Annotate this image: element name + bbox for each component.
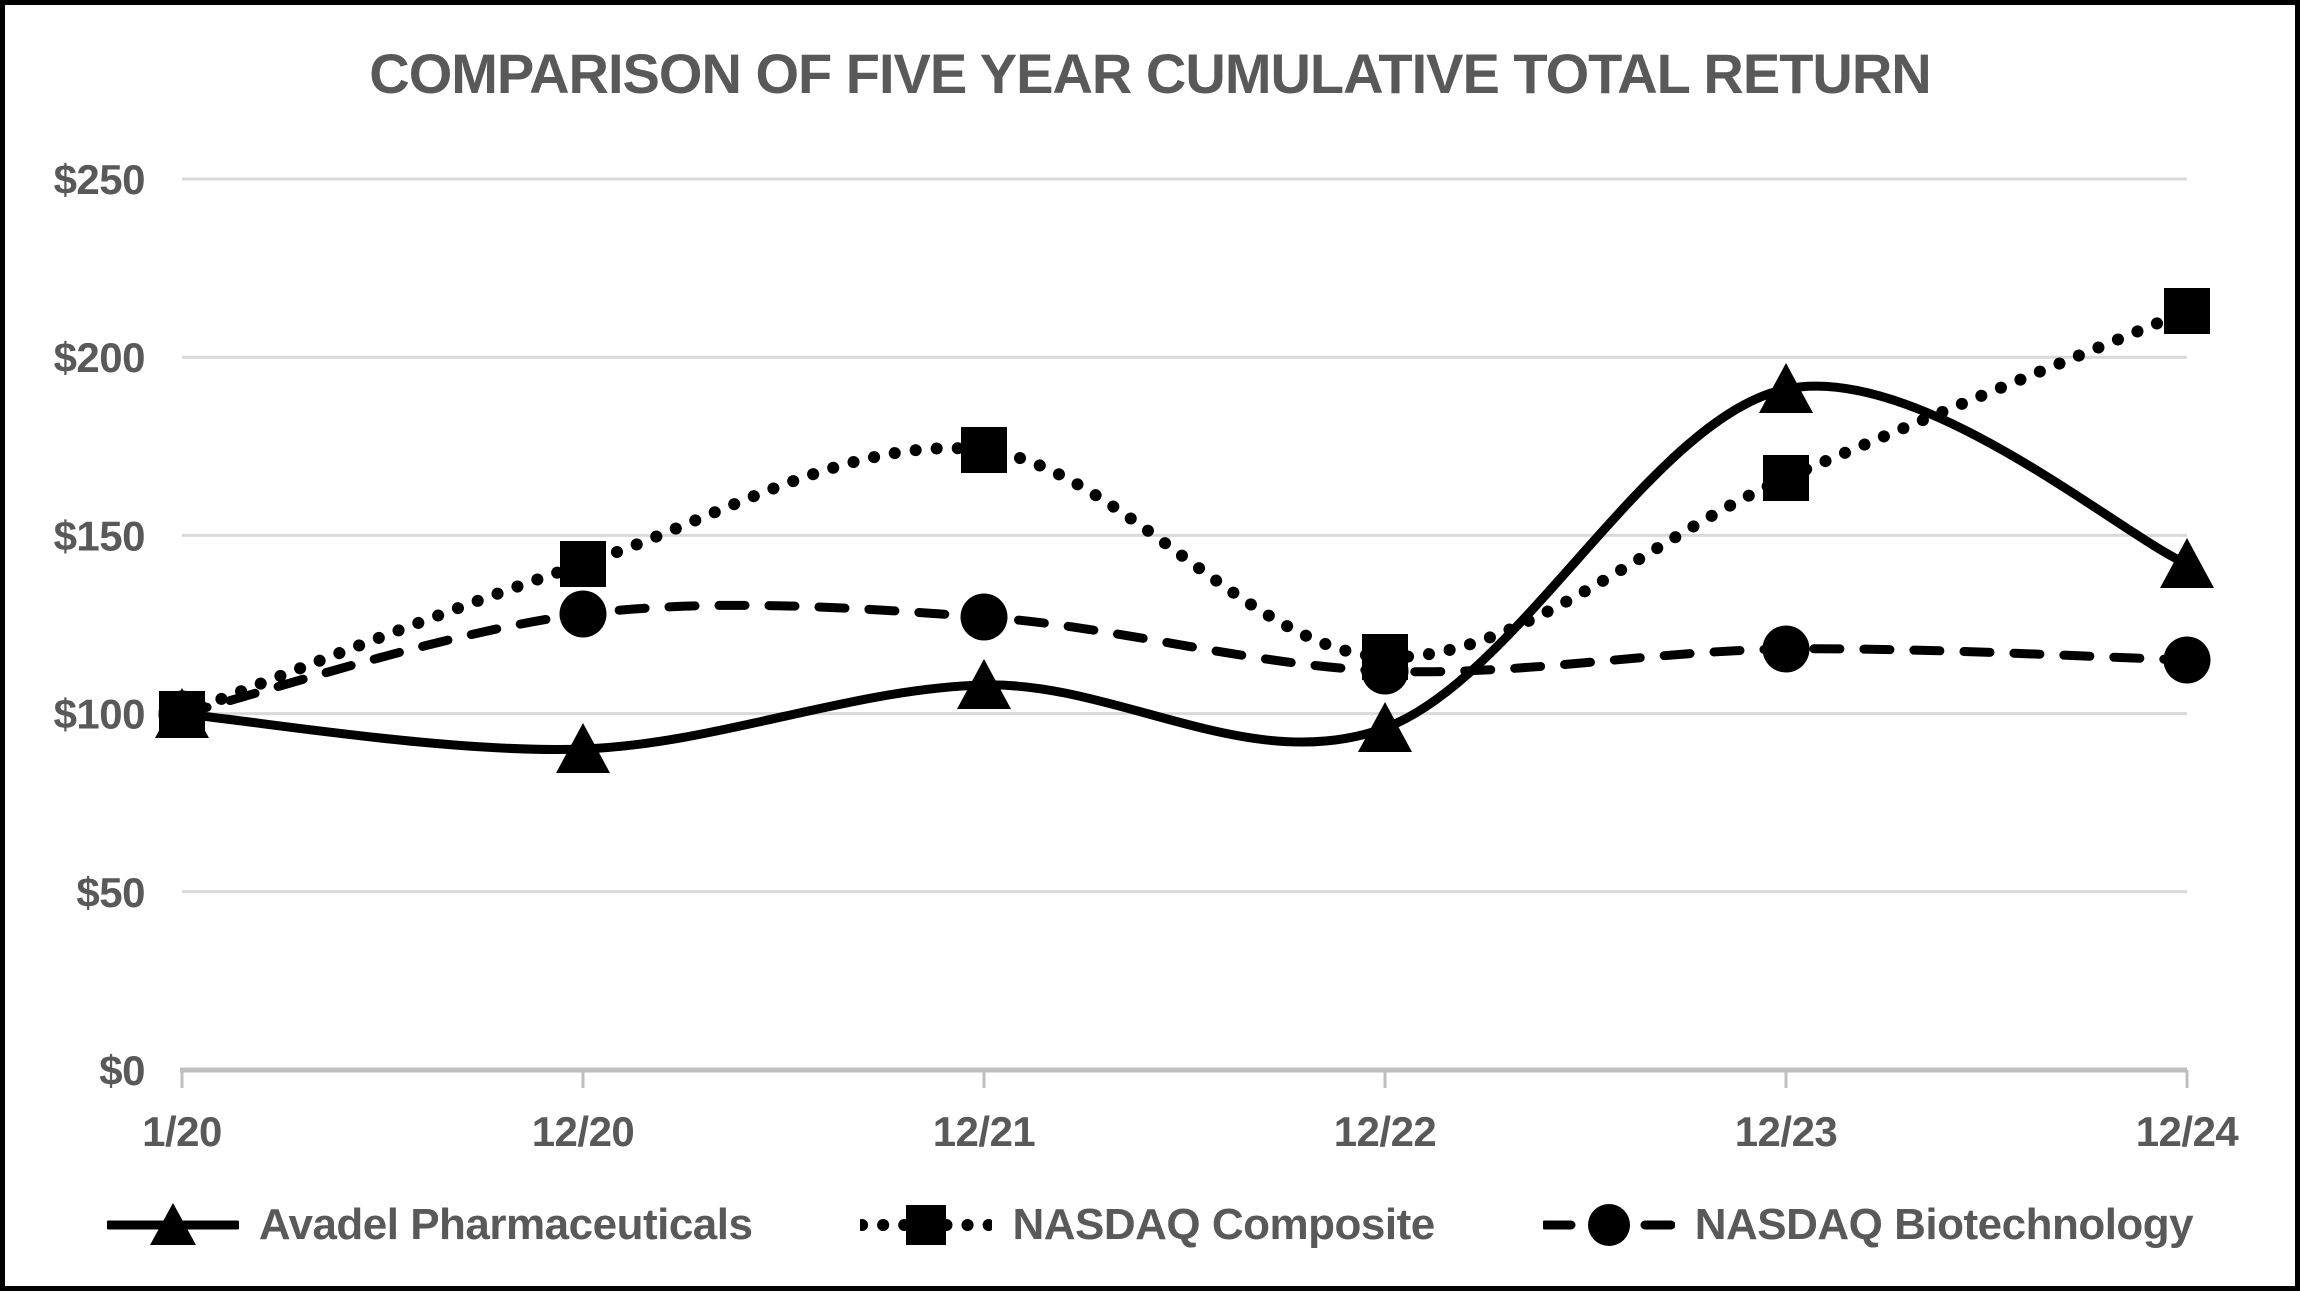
marker-avadel-pharmaceuticals-12-21 xyxy=(957,659,1011,709)
plot-area: $0 $50 $100 $150 $200 $250 1/20 12/20 12/21 12/22… xyxy=(54,156,2240,1155)
chart-title: COMPARISON OF FIVE YEAR CUMULATIVE TOTAL… xyxy=(369,42,1932,105)
legend-marker-circle-icon xyxy=(1587,1204,1630,1246)
marker-nasdaq-composite-12-22 xyxy=(1362,634,1408,680)
x-axis-label: 12/24 xyxy=(2136,1108,2240,1155)
marker-avadel-pharmaceuticals-12-22 xyxy=(1358,702,1412,752)
marker-nasdaq-biotechnology-12-20 xyxy=(559,590,607,638)
y-axis-label: $50 xyxy=(76,869,145,916)
marker-nasdaq-composite-12-24 xyxy=(2164,288,2210,334)
legend-label: NASDAQ Biotechnology xyxy=(1694,1200,2194,1249)
marker-nasdaq-biotechnology-12-21 xyxy=(960,593,1008,641)
x-axis-label: 12/20 xyxy=(532,1108,635,1155)
legend-sample-circle-dashed-icon xyxy=(1542,1204,1675,1246)
y-axis-label: $250 xyxy=(54,156,145,203)
x-axis-label: 12/22 xyxy=(1334,1108,1437,1155)
y-axis-label: $200 xyxy=(54,334,145,381)
legend-marker-square-icon xyxy=(906,1205,947,1245)
marker-nasdaq-composite-12-23 xyxy=(1763,455,1809,501)
legend-marker-triangle-icon xyxy=(149,1203,196,1245)
marker-avadel-pharmaceuticals-12-23 xyxy=(1759,363,1813,413)
marker-nasdaq-biotechnology-12-24 xyxy=(2163,636,2211,684)
marker-avadel-pharmaceuticals-12-20 xyxy=(556,723,610,773)
marker-nasdaq-composite-12-20 xyxy=(560,541,606,587)
legend-sample-triangle-solid-icon xyxy=(106,1203,239,1245)
marker-nasdaq-composite-1-20 xyxy=(159,691,205,737)
y-axis-label: $150 xyxy=(54,512,145,559)
legend-label: Avadel Pharmaceuticals xyxy=(258,1200,753,1249)
marker-avadel-pharmaceuticals-12-24 xyxy=(2160,538,2214,588)
legend-label: NASDAQ Composite xyxy=(1012,1200,1435,1249)
legend: Avadel Pharmaceuticals NASDAQ Composite … xyxy=(5,1193,2295,1257)
marker-nasdaq-biotechnology-12-23 xyxy=(1762,625,1810,673)
series-line-nasdaq-composite xyxy=(176,305,2193,720)
legend-item-nasdaq-composite: NASDAQ Composite xyxy=(860,1193,1435,1257)
x-axis-label: 12/23 xyxy=(1735,1108,1838,1155)
series-line-avadel-pharmaceuticals xyxy=(177,381,2192,754)
marker-nasdaq-composite-12-21 xyxy=(961,427,1007,473)
y-axis-label: $100 xyxy=(54,691,145,738)
legend-sample-square-dotted-icon xyxy=(860,1205,993,1245)
x-axis-label: 12/21 xyxy=(933,1108,1036,1155)
y-axis-label: $0 xyxy=(99,1047,145,1094)
x-axis-label: 1/20 xyxy=(142,1108,222,1155)
series-line-nasdaq-biotechnology xyxy=(177,600,2192,719)
legend-item-avadel-pharmaceuticals: Avadel Pharmaceuticals xyxy=(106,1193,753,1257)
legend-item-nasdaq-biotechnology: NASDAQ Biotechnology xyxy=(1542,1193,2194,1257)
